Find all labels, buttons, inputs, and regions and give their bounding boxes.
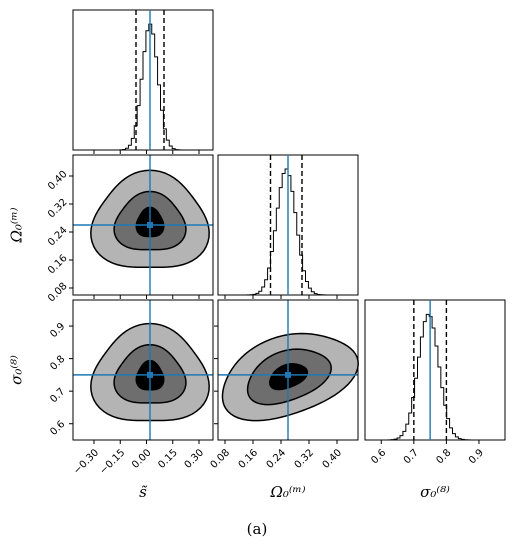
histogram-step-line bbox=[73, 23, 213, 151]
y-tick-label: 0.9 bbox=[48, 321, 67, 340]
panels-layer bbox=[69, 9, 506, 444]
x-tick-label: 0.24 bbox=[265, 447, 289, 471]
y-tick-label: 0.40 bbox=[46, 169, 70, 193]
x-tick-label: 0.08 bbox=[209, 447, 233, 471]
x-axis-label: Ω₀⁽ᵐ⁾ bbox=[269, 483, 305, 501]
truth-marker bbox=[147, 371, 153, 378]
x-tick-label: 0.32 bbox=[293, 447, 317, 471]
x-tick-label: 0.30 bbox=[183, 447, 207, 471]
truth-marker bbox=[285, 371, 291, 378]
y-tick-label: 0.08 bbox=[46, 281, 70, 305]
x-axis-label: s̃ bbox=[139, 483, 147, 501]
y-tick-label: 0.6 bbox=[48, 419, 67, 438]
x-tick-label: 0.8 bbox=[434, 447, 453, 466]
y-tick-label: 0.8 bbox=[48, 354, 67, 373]
y-axis-label: σ₀⁽⁸⁾ bbox=[7, 355, 25, 385]
y-tick-label: 0.7 bbox=[48, 386, 67, 405]
corner-plot: −0.30−0.15 0.00 0.15 0.30 0.08 0.16 0.24 0.32 0.… bbox=[7, 9, 506, 501]
contour-panel-frame bbox=[72, 154, 214, 296]
histogram-panel-frame bbox=[364, 299, 506, 441]
x-tick-label: 0.16 bbox=[237, 447, 261, 471]
contour-panel-frame bbox=[217, 299, 359, 441]
contour-panel-frame bbox=[72, 299, 214, 441]
x-tick-label: 0.9 bbox=[467, 447, 486, 466]
figure-caption: (a) bbox=[246, 520, 268, 538]
x-tick-label: 0.6 bbox=[369, 447, 388, 466]
x-tick-label: 0.00 bbox=[130, 447, 154, 471]
y-tick-label: 0.16 bbox=[46, 253, 70, 277]
histogram-panel-frame bbox=[72, 9, 214, 151]
y-axis-label: Ω₀⁽ᵐ⁾ bbox=[7, 207, 25, 243]
x-tick-label: 0.15 bbox=[156, 447, 180, 471]
y-tick-label: 0.24 bbox=[46, 225, 70, 249]
y-tick-label: 0.32 bbox=[46, 197, 70, 221]
x-tick-label: 0.40 bbox=[321, 447, 345, 471]
x-tick-label: −0.30 bbox=[72, 447, 101, 476]
x-tick-label: −0.15 bbox=[98, 447, 127, 476]
x-tick-label: 0.7 bbox=[402, 447, 421, 466]
x-axis-label: σ₀⁽⁸⁾ bbox=[420, 483, 450, 501]
truth-marker bbox=[147, 222, 153, 228]
histogram-step-line bbox=[365, 313, 505, 441]
